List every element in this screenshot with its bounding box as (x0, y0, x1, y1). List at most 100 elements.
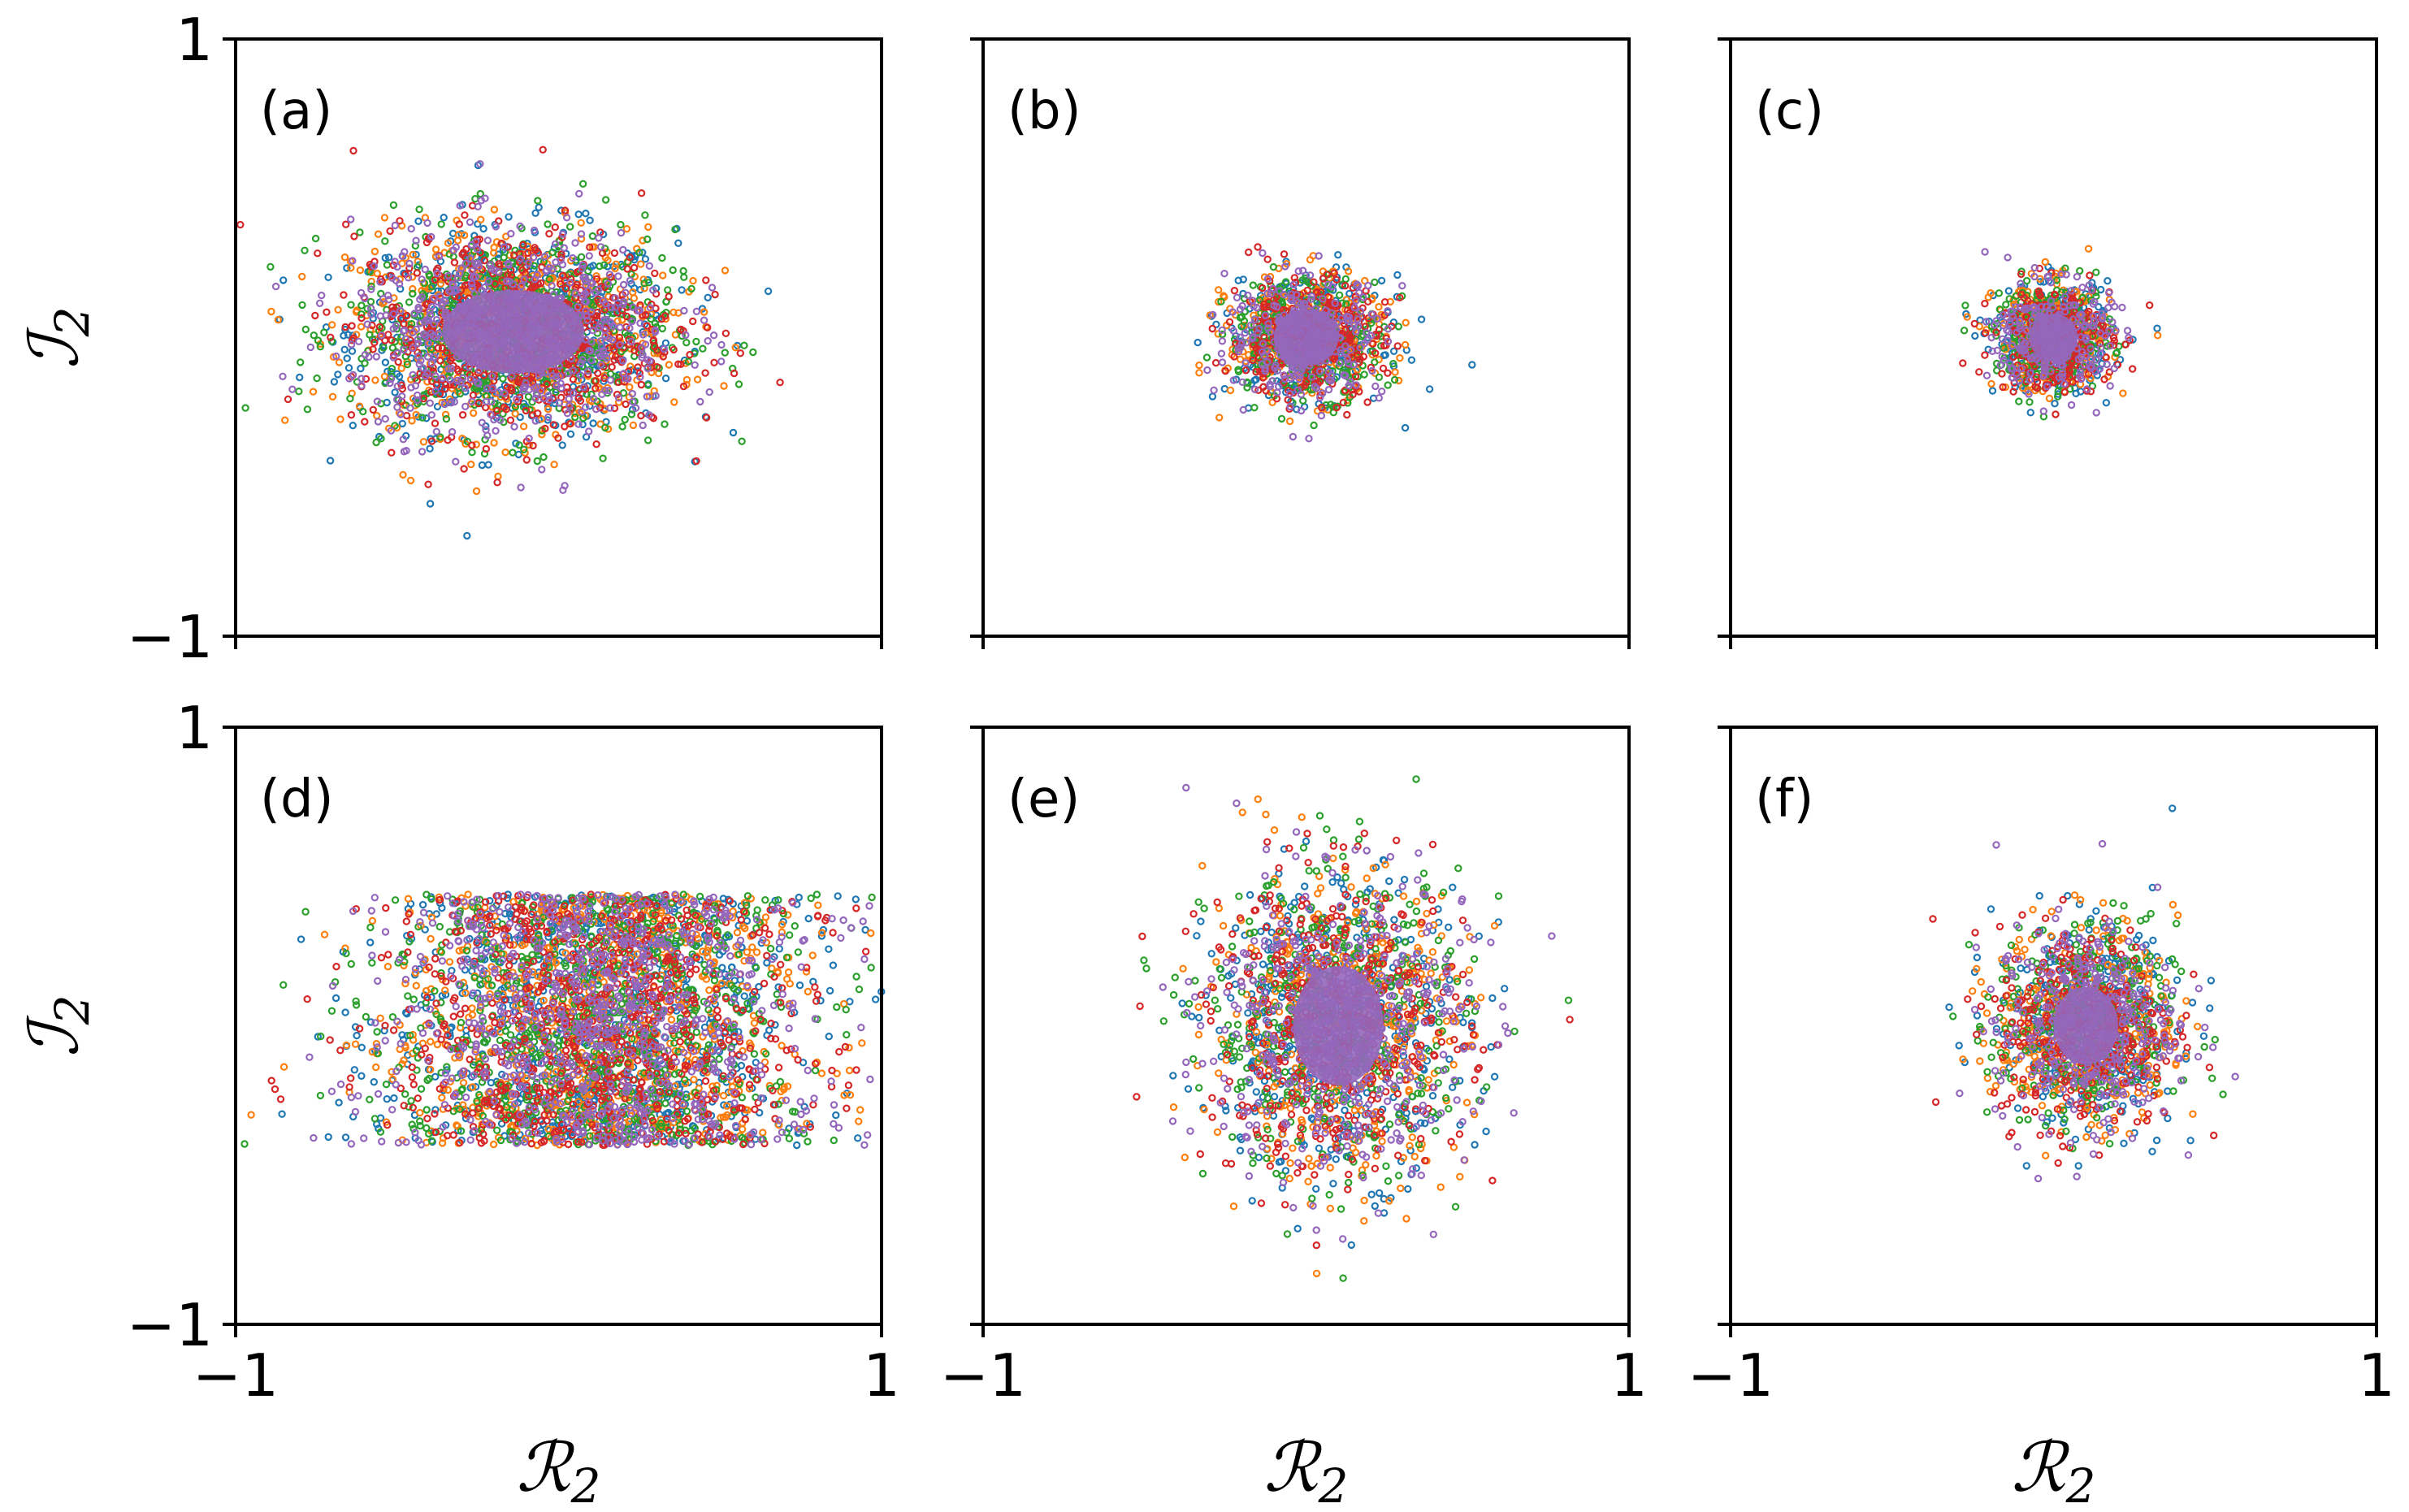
data-point (348, 347, 357, 355)
data-point (1369, 340, 1377, 348)
data-point (621, 415, 629, 424)
data-point (418, 275, 426, 284)
data-point (734, 380, 743, 388)
data-point (711, 290, 719, 299)
data-point (664, 286, 672, 294)
data-point (343, 264, 351, 272)
data-point (522, 456, 531, 464)
data-point (328, 321, 336, 329)
data-point (617, 228, 626, 237)
data-point (717, 357, 726, 366)
data-point (629, 397, 637, 406)
data-point (1239, 405, 1248, 414)
data-point (347, 264, 355, 272)
data-point (391, 221, 399, 230)
data-point (592, 405, 600, 414)
data-point (1315, 252, 1323, 260)
data-point (692, 337, 700, 346)
data-point (1298, 396, 1307, 405)
data-point (1394, 323, 1403, 331)
data-point (381, 237, 389, 245)
data-point (638, 344, 646, 352)
data-point (356, 228, 364, 236)
data-point (551, 240, 560, 248)
data-point (1375, 302, 1383, 311)
data-point (399, 435, 408, 444)
data-point (730, 369, 739, 378)
data-point (516, 413, 524, 422)
data-point (301, 246, 309, 254)
data-point (340, 331, 348, 340)
data-point (444, 436, 452, 444)
data-point (1244, 291, 1252, 300)
data-point (347, 301, 355, 309)
data-point (314, 336, 323, 344)
data-point (402, 411, 411, 420)
data-point (680, 273, 688, 281)
data-point (1319, 275, 1328, 283)
data-point (301, 325, 310, 334)
data-point (665, 361, 674, 369)
data-point (505, 213, 513, 221)
data-point (721, 349, 730, 357)
data-point (1234, 276, 1242, 284)
data-point (458, 411, 467, 419)
data-point (1377, 388, 1386, 396)
data-point (391, 258, 399, 266)
data-point (471, 194, 479, 203)
data-point (419, 438, 428, 446)
data-point (452, 457, 460, 466)
data-point (467, 240, 476, 249)
data-point (1375, 394, 1384, 402)
data-point (643, 235, 652, 244)
data-point (692, 457, 700, 466)
data-point (1402, 318, 1410, 327)
data-point (614, 272, 622, 280)
data-point (381, 414, 389, 423)
data-point (680, 306, 688, 315)
data-point (729, 428, 738, 437)
data-point (382, 311, 390, 319)
data-point (424, 480, 432, 488)
panel-label: (a) (260, 81, 332, 141)
data-point (344, 364, 353, 372)
data-point (499, 375, 507, 383)
data-point (391, 388, 399, 396)
data-point (357, 364, 365, 373)
data-point (450, 258, 459, 266)
data-point (1468, 361, 1476, 369)
data-point (682, 331, 690, 340)
data-point (620, 370, 628, 378)
data-point (517, 483, 525, 492)
data-point (389, 201, 398, 210)
data-point (550, 461, 558, 469)
data-point (1407, 356, 1416, 364)
data-point (396, 306, 405, 315)
data-point (335, 358, 344, 366)
data-point (311, 311, 319, 320)
data-point (400, 319, 408, 328)
panel-b: (b) (970, 37, 1631, 649)
data-point (1384, 307, 1392, 315)
data-point (569, 375, 578, 383)
data-point (596, 262, 604, 271)
data-point (483, 431, 492, 440)
data-point (1250, 404, 1259, 412)
data-point (560, 244, 569, 252)
data-point (571, 413, 579, 422)
data-point (374, 418, 383, 426)
data-point (347, 215, 355, 223)
data-point (426, 272, 434, 280)
data-point (665, 292, 673, 301)
data-point (1238, 378, 1246, 386)
data-point (463, 531, 471, 540)
data-point (2026, 409, 2034, 417)
data-point (405, 259, 414, 268)
data-point (1396, 353, 1404, 362)
data-point (357, 288, 366, 297)
data-point (622, 312, 631, 321)
data-point (409, 289, 417, 298)
data-point (482, 403, 490, 412)
data-point (507, 229, 515, 238)
data-point (361, 351, 370, 359)
